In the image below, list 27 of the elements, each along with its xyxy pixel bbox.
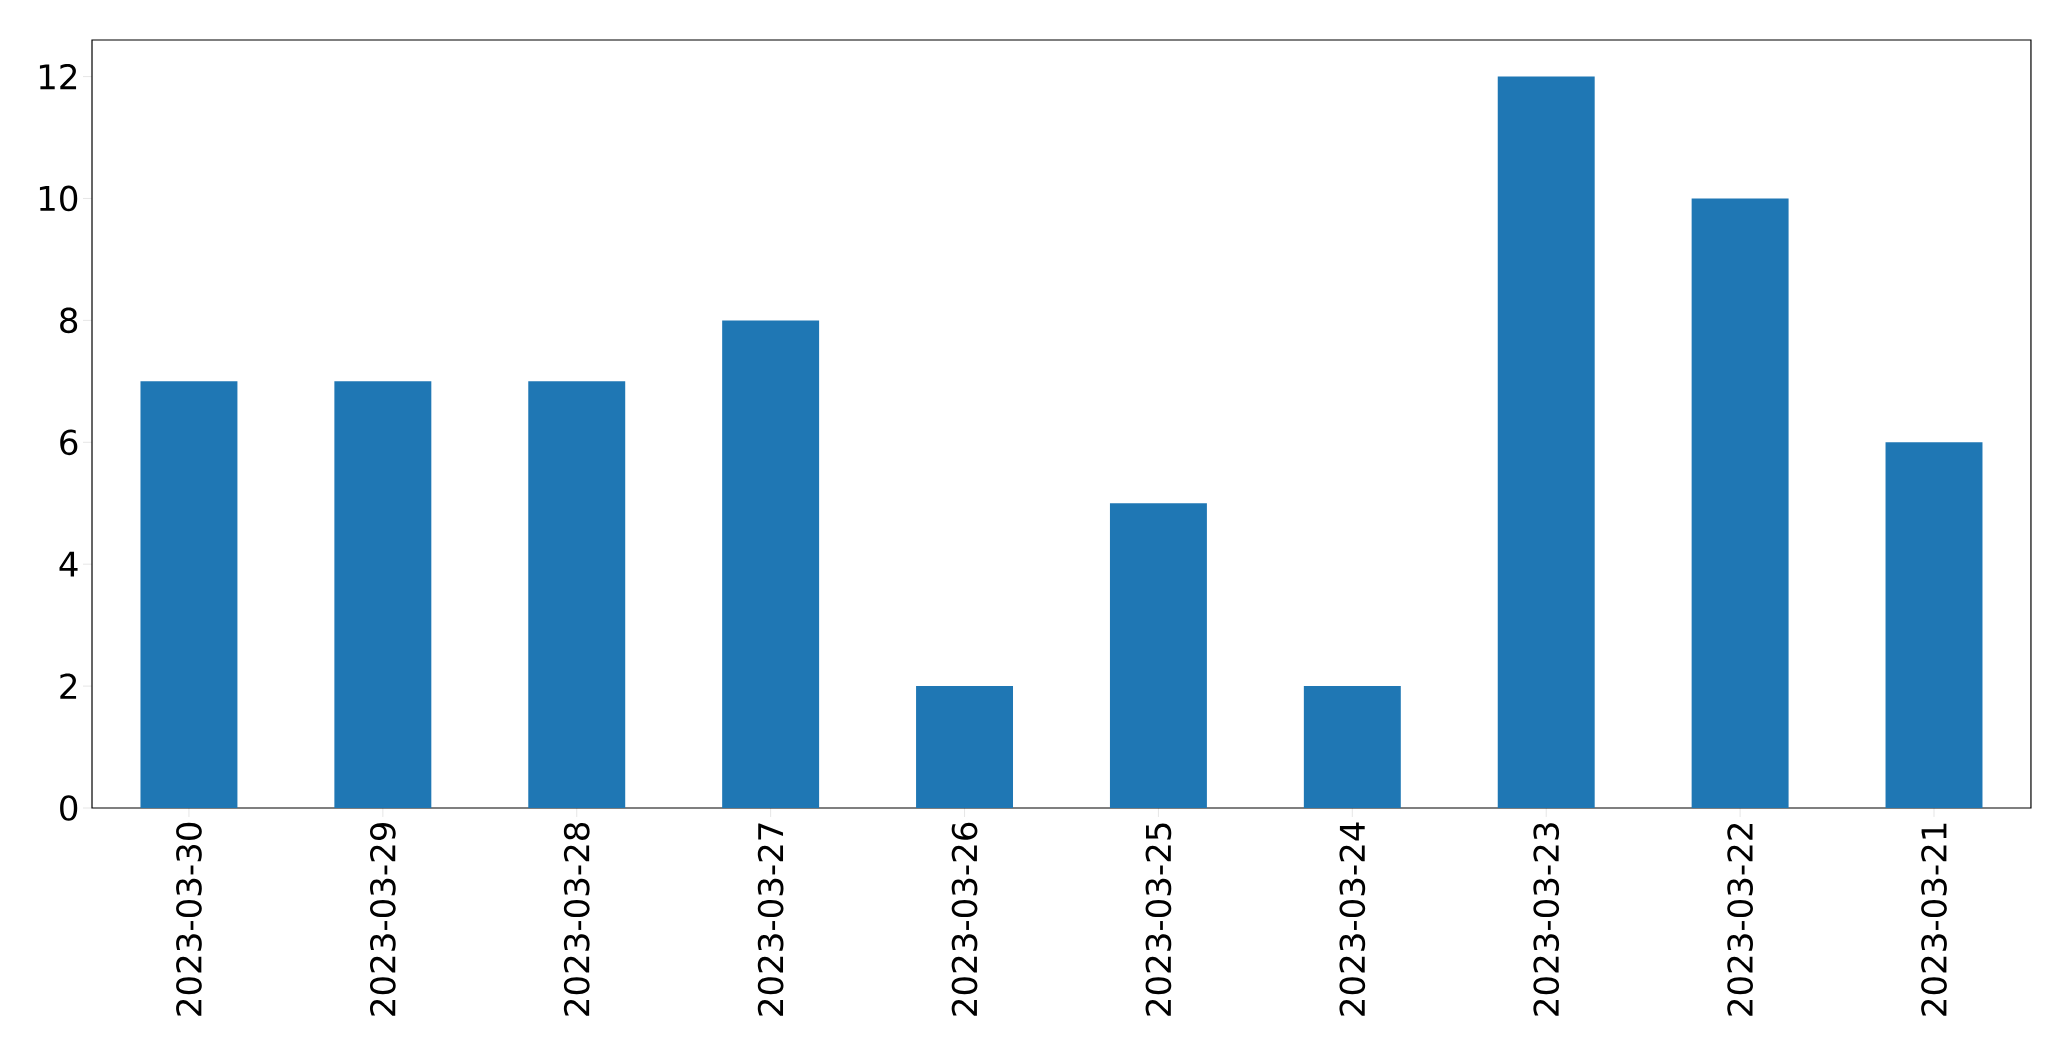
x-tick-label: 2023-03-24 (1339, 822, 1366, 1016)
y-tick-label: 10 (39, 185, 78, 212)
x-tick-label: 2023-03-27 (757, 823, 784, 1016)
x-tick-label: 2023-03-23 (1533, 823, 1560, 1016)
x-tick-label: 2023-03-26 (951, 822, 978, 1016)
x-tick-label: 2023-03-30 (176, 822, 202, 1016)
bar (528, 381, 626, 808)
y-tick-label: 4 (59, 551, 78, 577)
y-tick-label: 8 (60, 307, 78, 334)
bar (140, 381, 238, 808)
x-tick-label: 2023-03-22 (1727, 823, 1753, 1016)
bar (1109, 503, 1207, 808)
y-tick-label: 12 (39, 63, 77, 90)
y-tick-label: 0 (60, 795, 78, 821)
bar (334, 381, 432, 808)
bar (722, 320, 820, 808)
bar (1303, 686, 1401, 808)
x-tick-label: 2023-03-29 (369, 822, 396, 1016)
bar (916, 686, 1014, 808)
bar (1497, 76, 1595, 808)
x-tick-label: 2023-03-21 (1921, 823, 1947, 1016)
bar (1885, 442, 1983, 808)
bar (1691, 198, 1789, 808)
y-tick-label: 6 (60, 429, 78, 456)
x-tick-label: 2023-03-25 (1145, 823, 1172, 1016)
x-tick-label: 2023-03-28 (563, 822, 590, 1016)
y-tick-label: 2 (60, 673, 77, 699)
